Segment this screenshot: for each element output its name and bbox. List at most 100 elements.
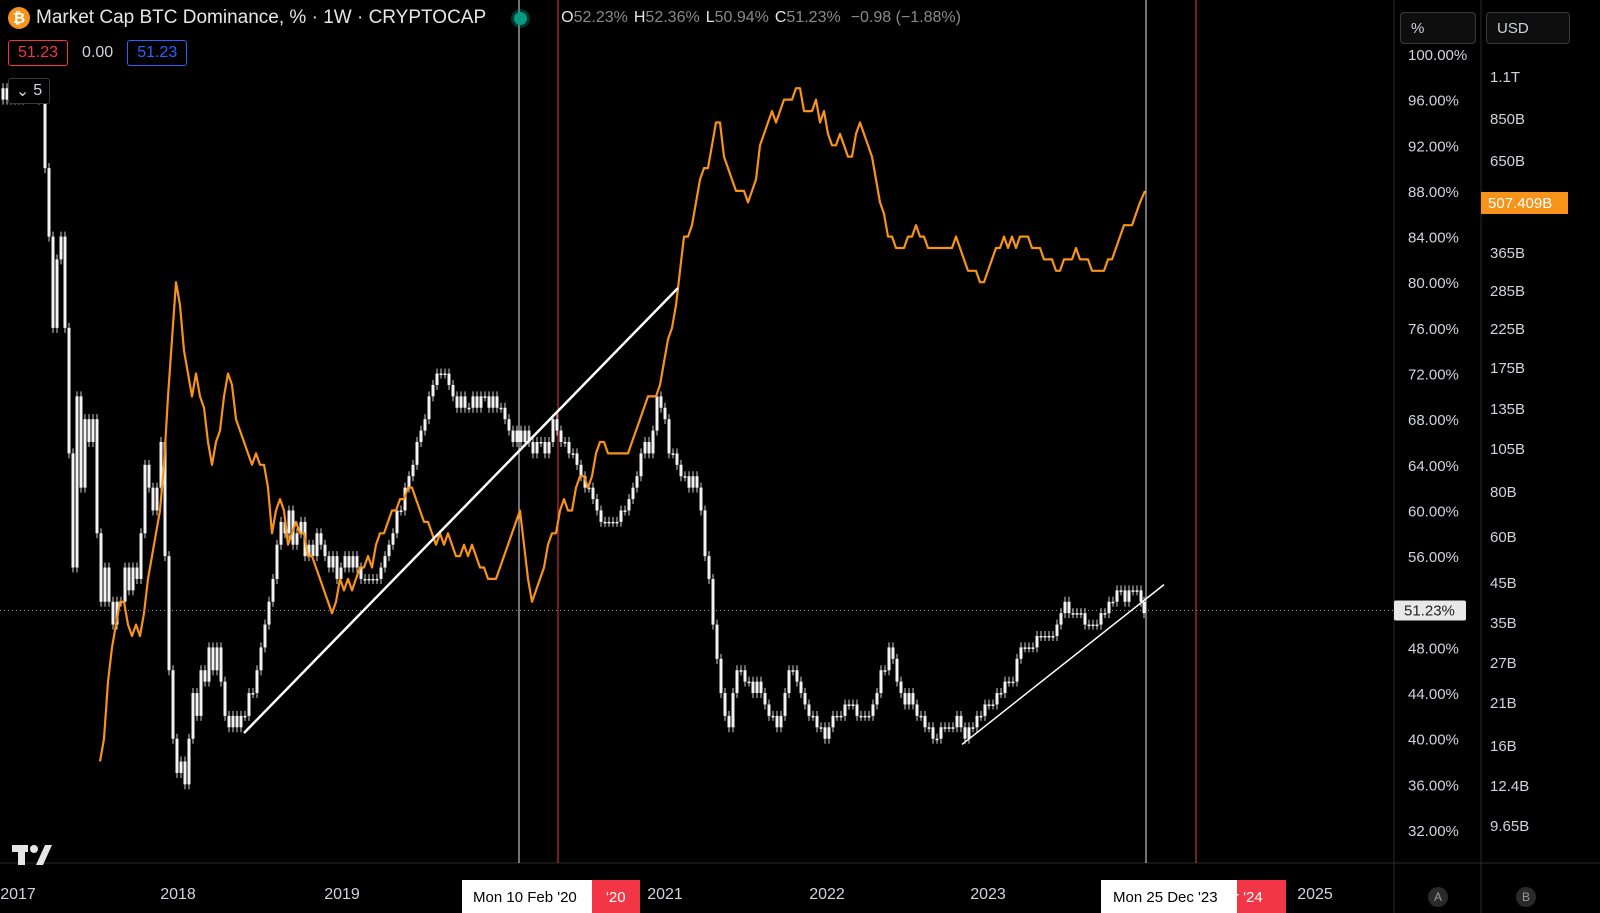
candle-body — [999, 693, 1003, 695]
candle-body — [819, 727, 823, 729]
candle-body — [571, 453, 575, 455]
candle-body — [891, 647, 895, 659]
candle-body — [967, 727, 971, 739]
candle-body — [863, 715, 867, 718]
spread-value: 0.00 — [82, 44, 114, 61]
candle-body — [827, 727, 831, 739]
candle-body — [515, 430, 519, 442]
candle-body — [879, 670, 883, 694]
candle-body — [1079, 613, 1083, 615]
candle-body — [735, 670, 739, 694]
orange-series-line — [98, 87, 1147, 762]
candle-body — [355, 556, 359, 568]
y-tick-left-14: 40.00% — [1408, 732, 1459, 749]
symbol-title[interactable]: Market Cap BTC Dominance, % · 1W · CRYPT… — [36, 7, 487, 28]
candle-body — [103, 567, 107, 602]
candle-body — [995, 693, 999, 705]
candle-body — [655, 396, 659, 431]
candle-body — [323, 544, 327, 557]
x-tick-0: 2017 — [0, 886, 36, 903]
candle-body — [95, 419, 99, 534]
candle-body — [747, 681, 751, 684]
candle-body — [883, 670, 887, 672]
y-tick-left-8: 68.00% — [1408, 412, 1459, 429]
cursor-red-tag-2 — [1230, 880, 1286, 913]
percent-scale-button[interactable]: % — [1400, 12, 1476, 44]
candle-body — [219, 647, 223, 682]
candle-body — [755, 681, 759, 694]
candle-body — [899, 681, 903, 694]
candle-body — [87, 419, 91, 442]
candle-body — [1083, 613, 1087, 625]
candle-body — [947, 727, 951, 729]
candle-body — [295, 533, 299, 545]
candle-body — [615, 521, 619, 524]
candle-body — [927, 727, 931, 729]
candle-body — [275, 544, 279, 579]
candle-body — [315, 533, 319, 557]
candle-body — [391, 533, 395, 545]
y-tick-right-8: 105B — [1490, 441, 1525, 458]
candle-body — [1059, 613, 1063, 625]
candle-body — [187, 738, 191, 785]
y-tick-left-6: 76.00% — [1408, 321, 1459, 338]
candle-body — [143, 464, 147, 534]
candle-body — [651, 430, 655, 454]
candle-body — [263, 624, 267, 648]
candle-body — [223, 681, 227, 716]
y-tick-right-6: 175B — [1490, 360, 1525, 377]
candle-body — [1119, 590, 1123, 592]
candle-body — [1075, 613, 1079, 615]
candle-body — [339, 567, 343, 579]
current-value-right-tag — [1481, 192, 1568, 214]
buy-price-box[interactable]: 51.23 — [127, 40, 188, 66]
candle-body — [579, 464, 583, 477]
candle-body — [279, 521, 283, 545]
candle-body — [603, 521, 607, 524]
candle-body — [691, 476, 695, 488]
y-tick-right-0: 1.1T — [1490, 69, 1520, 86]
candle-body — [5, 88, 9, 100]
candle-body — [775, 715, 779, 728]
candle-body — [231, 715, 235, 728]
currency-select[interactable]: USD — [1486, 12, 1570, 44]
log-scale-button[interactable]: B — [1516, 887, 1536, 907]
candle-body — [255, 670, 259, 694]
candle-body — [739, 670, 743, 672]
y-tick-left-9: 64.00% — [1408, 458, 1459, 475]
candle-body — [1095, 624, 1099, 627]
y-tick-right-9: 80B — [1490, 484, 1517, 501]
candle-body — [951, 727, 955, 729]
candle-body — [195, 693, 199, 716]
x-tick-6: 2025 — [1297, 886, 1333, 903]
cursor-date-tag-2 — [1101, 880, 1237, 913]
auto-scale-button[interactable]: A — [1428, 887, 1448, 907]
values-row: 51.23 0.00 51.23 — [8, 40, 188, 66]
candle-body — [71, 453, 75, 568]
y-tick-right-10: 60B — [1490, 529, 1517, 546]
sell-price-box[interactable]: 51.23 — [8, 40, 69, 66]
candle-body — [919, 715, 923, 718]
candle-body — [175, 738, 179, 773]
candle-body — [723, 693, 727, 716]
indicators-collapse-button[interactable]: ⌄ 5 — [8, 78, 50, 104]
candle-body — [903, 693, 907, 705]
candle-body — [1115, 590, 1119, 602]
candle-body — [151, 487, 155, 511]
candle-body — [523, 430, 527, 442]
y-tick-right-3: 365B — [1490, 245, 1525, 262]
candle-body — [695, 476, 699, 488]
candle-body — [63, 236, 67, 328]
candle-body — [559, 430, 563, 442]
candle-body — [943, 727, 947, 729]
cursor-partial-label-1: '20 — [606, 889, 626, 906]
candle-body — [855, 704, 859, 716]
candle-body — [499, 407, 503, 410]
candle-body — [1139, 590, 1143, 602]
candle-body — [107, 567, 111, 602]
cursor-red-tag-1 — [590, 880, 640, 913]
chart-header: ₿ Market Cap BTC Dominance, % · 1W · CRY… — [8, 6, 961, 30]
y-tick-left-5: 80.00% — [1408, 275, 1459, 292]
